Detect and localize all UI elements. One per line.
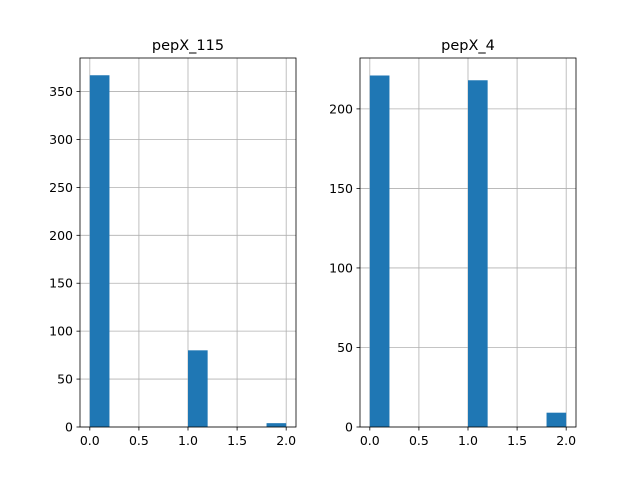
y-axis: 0 50 100 150 200 250 300 350 <box>49 84 80 435</box>
chart-title: pepX_115 <box>152 38 224 54</box>
x-tick-label: 0.5 <box>409 433 429 448</box>
y-tick-label: 350 <box>49 84 73 99</box>
bars <box>89 75 287 427</box>
histogram-panel-pepX_115: 0.0 0.5 1.0 1.5 2.0 0 50 100 150 200 250 300 350 pepX… <box>49 38 297 448</box>
y-tick-label: 150 <box>329 181 353 196</box>
x-tick-label: 0.5 <box>129 433 149 448</box>
y-tick-label: 150 <box>49 276 73 291</box>
histogram-bar <box>266 423 287 427</box>
x-tick-label: 1.5 <box>507 433 527 448</box>
histogram-bar <box>89 75 110 427</box>
x-axis: 0.0 0.5 1.0 1.5 2.0 <box>360 427 576 448</box>
histogram-bar <box>546 412 567 427</box>
y-axis: 0 50 100 150 200 <box>329 101 360 435</box>
x-tick-label: 1.5 <box>227 433 247 448</box>
x-axis: 0.0 0.5 1.0 1.5 2.0 <box>80 427 296 448</box>
chart-title: pepX_4 <box>441 38 495 54</box>
y-tick-label: 200 <box>49 228 73 243</box>
histogram-bar <box>468 80 488 427</box>
x-tick-label: 1.0 <box>178 433 198 448</box>
x-tick-label: 2.0 <box>276 433 296 448</box>
x-tick-label: 0.0 <box>80 433 100 448</box>
grid <box>80 58 296 428</box>
y-tick-label: 100 <box>49 324 73 339</box>
histogram-panel-pepX_4: 0.0 0.5 1.0 1.5 2.0 0 50 100 150 200 pepX_4 <box>329 38 577 448</box>
y-tick-label: 250 <box>49 180 73 195</box>
y-tick-label: 0 <box>65 420 73 435</box>
y-tick-label: 0 <box>345 420 353 435</box>
x-tick-label: 0.0 <box>360 433 380 448</box>
y-tick-label: 300 <box>49 132 73 147</box>
y-tick-label: 50 <box>337 340 353 355</box>
bars <box>369 75 567 427</box>
histogram-bar <box>369 75 390 427</box>
histogram-bar <box>188 350 208 427</box>
y-tick-label: 50 <box>57 372 73 387</box>
x-tick-label: 1.0 <box>458 433 478 448</box>
y-tick-label: 200 <box>329 101 353 116</box>
x-tick-label: 2.0 <box>556 433 576 448</box>
y-tick-label: 100 <box>329 260 353 275</box>
